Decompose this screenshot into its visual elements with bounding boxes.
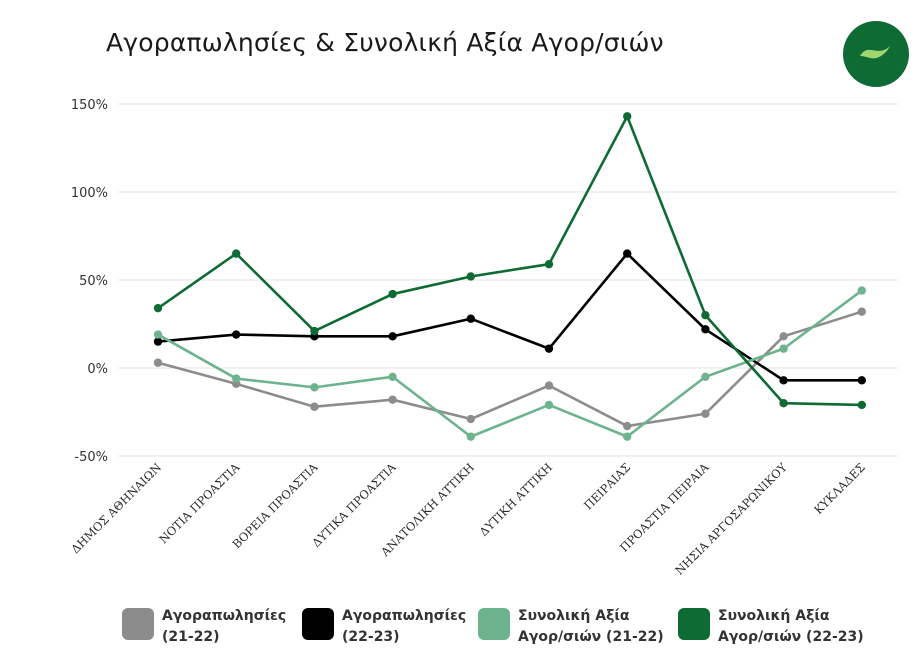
x-tick-label: ΝΟΤΙΑ ΠΡΟΑΣΤΙΑ xyxy=(156,460,243,547)
legend-label: Συνολική Αξία Αγορ/σιών (22-23) xyxy=(718,608,864,645)
chart-title: Αγοραπωλησίες & Συνολική Αξία Αγορ/σιών xyxy=(106,28,664,57)
data-point xyxy=(623,112,632,121)
data-point xyxy=(232,374,241,383)
series-line-1 xyxy=(156,310,864,428)
legend-swatch xyxy=(302,608,334,640)
x-tick-label: ΔΥΤΙΚΑ ΠΡΟΑΣΤΙΑ xyxy=(309,460,399,550)
legend-swatch xyxy=(478,608,510,640)
x-tick-label: ΠΡΟΑΣΤΙΑ ΠΕΙΡΑΙΑ xyxy=(617,460,712,555)
data-point xyxy=(623,432,632,441)
data-point xyxy=(232,249,241,258)
data-point xyxy=(623,249,632,258)
data-point xyxy=(779,344,788,353)
data-point xyxy=(388,332,397,341)
legend-item: Συνολική Αξία Αγορ/σιών (21-22) xyxy=(478,606,664,648)
data-point xyxy=(388,395,397,404)
y-tick-label: 100% xyxy=(71,186,108,201)
data-point xyxy=(153,330,163,339)
data-point xyxy=(544,381,554,390)
data-point xyxy=(466,432,475,441)
legend-swatch xyxy=(122,608,154,640)
y-tick-label: 150% xyxy=(71,98,108,113)
data-point xyxy=(779,399,788,408)
series-line-4 xyxy=(156,115,864,407)
data-point xyxy=(779,332,788,341)
x-tick-label: ΠΕΙΡΑΙΑΣ xyxy=(581,460,633,512)
leaf-logo-icon xyxy=(843,21,909,87)
data-point xyxy=(310,402,319,411)
data-point xyxy=(466,272,475,281)
y-tick-label: -50% xyxy=(74,450,108,465)
data-point xyxy=(388,289,397,299)
x-tick-label: ΔΗΜΟΣ ΑΘΗΝΑΙΩΝ xyxy=(68,460,164,556)
data-point xyxy=(701,325,710,334)
legend-swatch xyxy=(678,608,710,640)
legend: Αγοραπωλησίες (21-22) Αγοραπωλησίες (22-2… xyxy=(122,606,902,662)
data-point xyxy=(153,358,163,367)
data-point xyxy=(701,372,710,381)
legend-label: Αγοραπωλησίες (21-22) xyxy=(162,608,287,645)
legend-item: Αγοραπωλησίες (22-23) xyxy=(302,606,466,648)
data-point xyxy=(466,414,475,424)
data-point xyxy=(466,314,475,323)
data-point xyxy=(232,330,241,339)
data-point xyxy=(857,286,866,295)
data-point xyxy=(779,376,788,385)
legend-label: Αγοραπωλησίες (22-23) xyxy=(342,608,467,645)
data-point xyxy=(544,259,554,269)
data-point xyxy=(153,337,163,346)
data-point xyxy=(701,409,710,418)
x-tick-label: ΒΟΡΕΙΑ ΠΡΟΑΣΤΙΑ xyxy=(230,460,321,551)
legend-item: Συνολική Αξία Αγορ/σιών (22-23) xyxy=(678,606,864,648)
data-point xyxy=(310,383,319,392)
data-point xyxy=(623,421,632,431)
x-tick-label: ΚΥΚΛΑΔΕΣ xyxy=(811,460,868,517)
y-tick-label: 0% xyxy=(87,362,108,377)
x-tick-label: ΔΥΤΙΚΗ ΑΤΤΙΚΗ xyxy=(476,460,555,539)
series-line-2 xyxy=(156,252,864,382)
data-point xyxy=(857,307,866,316)
series-line-3 xyxy=(156,289,864,438)
y-tick-label: 50% xyxy=(79,274,108,289)
data-point xyxy=(857,400,866,410)
data-point xyxy=(544,400,554,410)
data-point xyxy=(388,372,397,381)
data-point xyxy=(544,344,554,353)
data-point xyxy=(153,303,163,313)
data-point xyxy=(310,326,319,336)
data-point xyxy=(857,376,866,385)
legend-label: Συνολική Αξία Αγορ/σιών (21-22) xyxy=(518,608,664,645)
legend-item: Αγοραπωλησίες (21-22) xyxy=(122,606,286,648)
data-point xyxy=(701,311,710,320)
